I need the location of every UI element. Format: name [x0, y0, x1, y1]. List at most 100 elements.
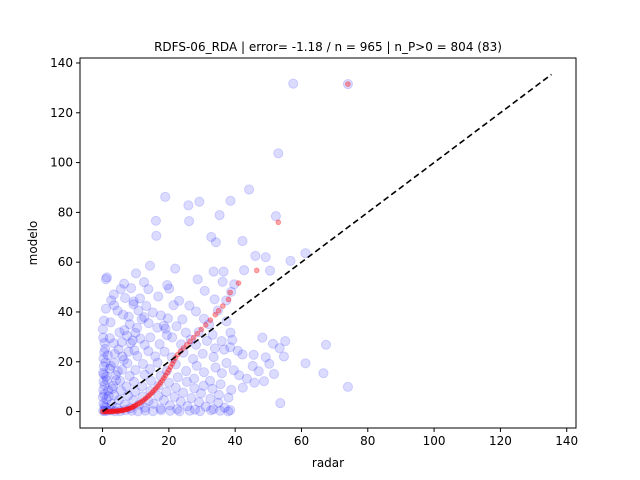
scatter-point — [122, 358, 133, 369]
scatter-point — [145, 332, 156, 343]
qq-point — [225, 296, 232, 303]
qq-point — [162, 372, 169, 379]
scatter-point — [112, 305, 123, 316]
scatter-point — [275, 398, 286, 409]
scatter-point — [210, 237, 221, 248]
x-axis: 0 20 40 60 80 100 120 140 — [99, 428, 578, 448]
scatter-point — [117, 351, 128, 362]
scatter-point — [176, 339, 187, 350]
scatter-point — [205, 393, 216, 404]
qq-point — [105, 408, 111, 415]
scatter-point — [264, 265, 276, 276]
qq-point — [142, 395, 149, 402]
scatter-point — [98, 361, 110, 372]
scatter-point — [165, 405, 176, 416]
scatter-point — [119, 325, 130, 336]
scatter-point — [118, 354, 129, 366]
scatter-point — [144, 363, 156, 375]
x-tick-label: 80 — [360, 434, 375, 448]
y-tick-label: 40 — [58, 305, 73, 319]
scatter-point — [152, 357, 163, 368]
scatter-point — [160, 191, 171, 202]
scatter-point — [248, 349, 259, 360]
scatter-point — [109, 348, 120, 359]
scatter-point — [109, 390, 120, 401]
scatter-point — [342, 79, 353, 90]
qq-point — [136, 400, 142, 407]
qq-point — [220, 303, 226, 309]
scatter-point — [209, 294, 220, 305]
scatter-point — [214, 210, 225, 221]
scatter-point — [237, 349, 248, 360]
scatter-point — [273, 148, 284, 159]
scatter-point — [128, 299, 139, 310]
scatter-point — [184, 216, 195, 227]
scatter-point — [168, 300, 179, 311]
qq-point — [130, 403, 136, 410]
scatter-point — [130, 364, 141, 376]
scatter-point — [137, 391, 148, 402]
scatter-point — [153, 390, 164, 401]
scatter-point — [163, 377, 174, 388]
scatter-point — [226, 286, 237, 297]
scatter-point — [143, 284, 154, 295]
scatter-point — [232, 345, 243, 356]
qq-point — [126, 405, 133, 412]
scatter-point — [229, 279, 240, 290]
scatter-point — [124, 319, 135, 330]
scatter-point — [153, 291, 164, 302]
qq-point — [108, 408, 115, 415]
scatter-point — [150, 351, 161, 362]
qq-point — [137, 399, 144, 406]
scatter-point — [98, 367, 109, 378]
scatter-point — [234, 370, 245, 381]
scatter-point — [130, 268, 142, 279]
scatter-point — [280, 336, 291, 347]
scatter-point — [117, 364, 128, 375]
scatter-point — [132, 350, 143, 362]
qq-point — [139, 398, 146, 405]
scatter-point — [285, 255, 296, 266]
scatter-point — [189, 404, 201, 415]
scatter-point — [125, 338, 136, 349]
scatter-point — [155, 310, 166, 321]
scatter-point — [193, 327, 204, 338]
scatter-point — [206, 231, 217, 243]
scatter-point — [318, 368, 329, 379]
qq-point — [187, 338, 194, 345]
scatter-point — [114, 327, 125, 338]
scatter-point — [274, 343, 285, 354]
scatter-point — [170, 359, 181, 370]
scatter-point — [153, 380, 164, 391]
scatter-point — [147, 307, 158, 318]
scatter-point — [219, 402, 230, 413]
scatter-point — [139, 402, 151, 413]
scatter-point — [109, 357, 120, 368]
scatter-point — [170, 263, 181, 274]
qq-point — [154, 384, 161, 390]
qq-point — [118, 407, 124, 414]
scatter-point — [97, 324, 109, 335]
scatter-point — [186, 393, 197, 404]
scatter-point — [135, 333, 146, 344]
scatter-point — [189, 383, 200, 394]
qq-point — [166, 367, 172, 373]
scatter-point — [122, 330, 133, 341]
scatter-point — [180, 327, 191, 338]
scatter-point — [192, 274, 203, 285]
qq-point — [120, 407, 127, 414]
scatter-point — [247, 360, 258, 372]
scatter-point — [121, 381, 132, 392]
scatter-point — [101, 371, 112, 382]
qq-point — [152, 386, 159, 392]
scatter-point — [154, 339, 165, 350]
scatter-point — [200, 401, 211, 412]
scatter-point — [198, 367, 210, 378]
qq-point — [253, 267, 260, 274]
qq-point — [124, 406, 131, 413]
scatter-point — [172, 372, 183, 383]
scatter-point — [115, 406, 126, 417]
scatter-point — [188, 353, 199, 365]
scatter-point — [215, 405, 226, 416]
scatter-point — [144, 260, 156, 271]
